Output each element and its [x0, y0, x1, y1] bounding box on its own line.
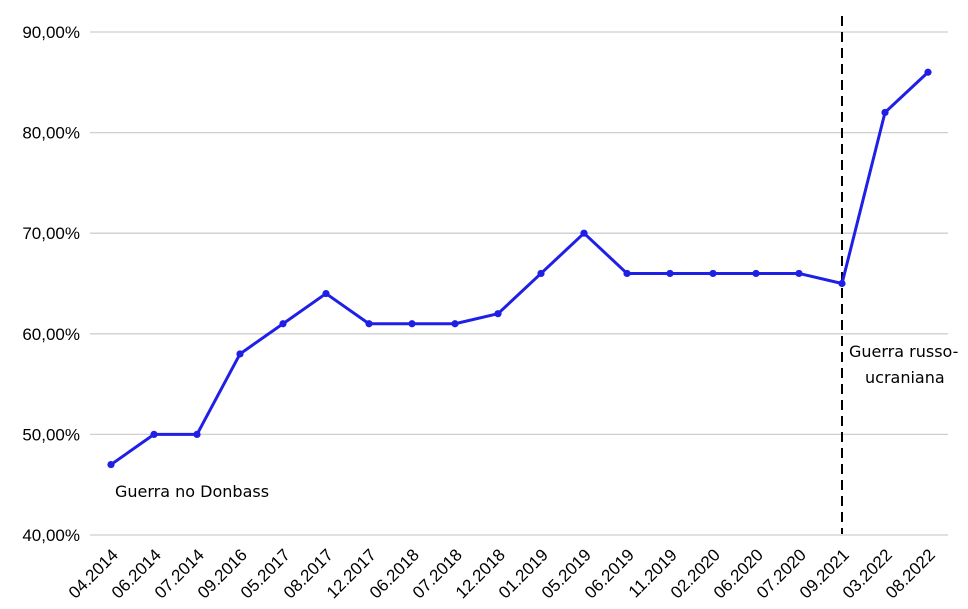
data-point	[752, 269, 760, 278]
data-point	[580, 229, 588, 237]
y-tick-label: 90,00%	[22, 23, 80, 42]
y-tick-label: 80,00%	[22, 124, 80, 143]
data-point	[666, 269, 674, 278]
y-axis-tick-labels: 40,00% 50,00% 60,00% 70,00% 80,00% 90,00%	[22, 23, 80, 545]
y-tick-label: 50,00%	[22, 425, 80, 444]
data-point	[795, 269, 803, 278]
y-tick-label: 70,00%	[22, 224, 80, 243]
data-point	[150, 430, 158, 438]
data-point	[365, 320, 373, 328]
data-point	[107, 460, 115, 469]
gridlines	[90, 31, 948, 536]
x-axis-tick-labels: 04.201406.201407.201409.201605.201708.20…	[65, 545, 939, 602]
data-point	[881, 108, 889, 117]
data-point	[451, 320, 459, 328]
data-point	[709, 269, 717, 278]
y-tick-label: 40,00%	[22, 526, 80, 545]
annotation-russo-ukrainian-line1: Guerra russo-	[849, 342, 958, 361]
data-point	[838, 279, 846, 288]
data-point	[623, 269, 631, 278]
y-tick-label: 60,00%	[22, 325, 80, 344]
data-point	[924, 68, 932, 76]
data-point	[279, 320, 287, 328]
annotation-donbass: Guerra no Donbass	[115, 482, 269, 501]
data-point	[193, 430, 201, 438]
data-point	[322, 289, 330, 298]
data-point	[494, 310, 502, 318]
data-point	[537, 269, 545, 278]
data-points	[107, 68, 932, 469]
data-point	[408, 320, 416, 328]
series-line	[110, 71, 930, 466]
data-point	[236, 350, 244, 358]
annotation-russo-ukrainian-line2: ucraniana	[865, 368, 945, 387]
